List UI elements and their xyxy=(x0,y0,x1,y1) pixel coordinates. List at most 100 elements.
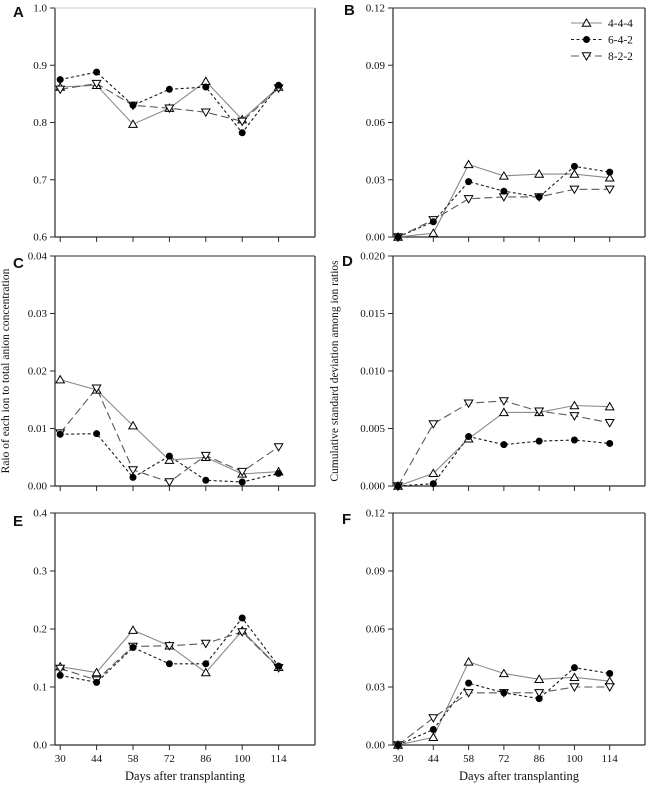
y-tick-label: 0.02 xyxy=(28,366,47,378)
series-4-4-4-marker xyxy=(127,119,139,128)
legend-item: 4-4-4 xyxy=(571,18,633,30)
y-tick-label: 0.03 xyxy=(366,174,386,186)
y-tick-label: 0.010 xyxy=(360,366,385,378)
series-6-4-2-marker xyxy=(394,233,402,241)
panel-label-F: F xyxy=(342,511,351,528)
series-8-2-2-marker xyxy=(534,689,545,698)
series-6-4-2-marker xyxy=(202,660,210,668)
panel-label-A: A xyxy=(13,4,24,21)
series-4-4-4-marker xyxy=(127,625,139,634)
y-tick-label: 0.01 xyxy=(28,423,47,435)
series-8-2-2-marker xyxy=(164,104,175,114)
y-tick-label: 0.00 xyxy=(28,481,48,493)
y-tick-label: 0.6 xyxy=(33,232,47,244)
series-6-4-2-marker xyxy=(570,436,578,444)
y-tick-label: 0.09 xyxy=(366,60,386,72)
series-4-4-4-marker xyxy=(164,455,175,464)
y-tick-label: 0.8 xyxy=(33,117,47,129)
panel-A-chart: 0.6 0.7 0.8 0.9 1.0 A xyxy=(13,3,316,244)
series-6-4-2-marker xyxy=(165,85,173,93)
series-6-4-2-marker xyxy=(238,478,246,486)
y-tick-label: 0.000 xyxy=(360,481,385,493)
series-6-4-2-marker xyxy=(394,482,402,490)
y-tick-label: 0.015 xyxy=(360,308,385,320)
series-6-4-2-marker xyxy=(202,83,210,91)
x-tick-label: 72 xyxy=(164,753,175,765)
series-8-2-2-marker xyxy=(200,451,211,461)
series-6-4-2-marker xyxy=(56,430,64,438)
y-axis-title: Raio of each ion to total anion concentr… xyxy=(0,268,12,473)
legend-item: 6-4-2 xyxy=(571,34,633,46)
series-6-4-2-marker xyxy=(165,660,173,668)
y-tick-label: 1.0 xyxy=(33,3,47,15)
panel-label-E: E xyxy=(13,513,23,530)
series-6-4-2-marker xyxy=(535,193,543,201)
x-tick-label: 58 xyxy=(128,753,140,765)
series-8-2-2-marker xyxy=(604,419,615,428)
y-tick-label: 0.03 xyxy=(366,682,386,694)
series-4-4-4-marker xyxy=(498,668,509,678)
series-8-2-2-marker xyxy=(127,466,139,475)
legend-label: 8-2-2 xyxy=(608,51,633,63)
series-6-4-2-marker xyxy=(465,433,473,441)
series-4-4-4-marker xyxy=(127,420,139,430)
series-6-4-2-marker xyxy=(535,695,543,703)
series-8-2-2-marker xyxy=(91,384,102,394)
series-8-2-2-marker xyxy=(428,714,439,723)
y-tick-label: 0.2 xyxy=(33,624,47,636)
x-tick-label: 30 xyxy=(55,753,67,765)
series-4-4-4-marker xyxy=(200,667,211,677)
x-tick-label: 58 xyxy=(463,753,475,765)
series-4-4-4-marker xyxy=(604,401,615,411)
series-6-4-2-marker xyxy=(429,480,437,488)
series-8-2-2-marker xyxy=(463,195,474,204)
series-6-4-2-marker xyxy=(56,76,64,84)
series-6-4-2-marker xyxy=(275,469,283,477)
series-4-4-4-marker xyxy=(463,656,474,666)
series-6-4-2-marker xyxy=(570,162,578,170)
panel-label-C: C xyxy=(13,255,24,272)
series-8-2-2-marker xyxy=(569,185,580,195)
x-tick-label: 72 xyxy=(498,753,509,765)
x-tick-label: 86 xyxy=(200,753,212,765)
y-tick-label: 0.03 xyxy=(28,308,48,320)
series-6-4-2-marker xyxy=(429,726,437,734)
series-8-2-2-marker xyxy=(604,683,615,692)
panel-E-chart: 0.0 0.1 0.2 0.3 0.4 30 44 58 72 86 100 114 E Days aft… xyxy=(13,508,316,783)
series-8-2-2-marker xyxy=(428,420,439,429)
series-4-4-4-marker xyxy=(498,170,509,180)
series-8-2-2-marker xyxy=(534,407,545,417)
series-4-4-4-marker xyxy=(91,667,102,677)
y-tick-label: 0.12 xyxy=(366,3,385,15)
series-6-4-2-marker xyxy=(500,689,508,697)
series-6-4-2-marker xyxy=(465,178,473,186)
series-6-4-2-marker xyxy=(275,81,283,89)
x-tick-label: 114 xyxy=(271,753,288,765)
series-8-2-2-marker xyxy=(55,664,66,674)
series-4-4-4-marker xyxy=(428,228,439,237)
y-tick-label: 0.06 xyxy=(366,117,386,129)
series-6-4-2-marker xyxy=(500,441,508,449)
series-8-2-2-marker xyxy=(200,108,211,118)
series-4-4-4-marker xyxy=(569,169,580,178)
series-6-4-2-marker xyxy=(275,662,283,670)
series-8-2-2-marker xyxy=(463,399,474,409)
y-tick-label: 0.00 xyxy=(366,232,386,244)
series-4-4-4-marker xyxy=(428,732,439,741)
series-6-4-2-marker xyxy=(129,473,137,481)
series-4-4-4-marker xyxy=(200,76,211,85)
series-6-4-2-marker xyxy=(606,669,614,677)
series-6-4-2-marker xyxy=(56,671,64,679)
series-8-2-2-marker xyxy=(200,639,211,649)
x-tick-label: 44 xyxy=(428,753,440,765)
series-4-4-4-marker xyxy=(428,468,439,478)
panel-B-chart: 0.00 0.03 0.06 0.09 0.12 B 4-4-4 6-4-2 8-2-2 xyxy=(344,2,646,244)
series-4-4-4-marker xyxy=(498,407,509,417)
x-tick-label: 30 xyxy=(393,753,405,765)
series-8-2-2-marker xyxy=(498,397,509,406)
legend-item: 8-2-2 xyxy=(571,51,633,63)
series-4-4-4-marker xyxy=(569,400,580,410)
series-8-2-2-marker xyxy=(164,642,175,651)
